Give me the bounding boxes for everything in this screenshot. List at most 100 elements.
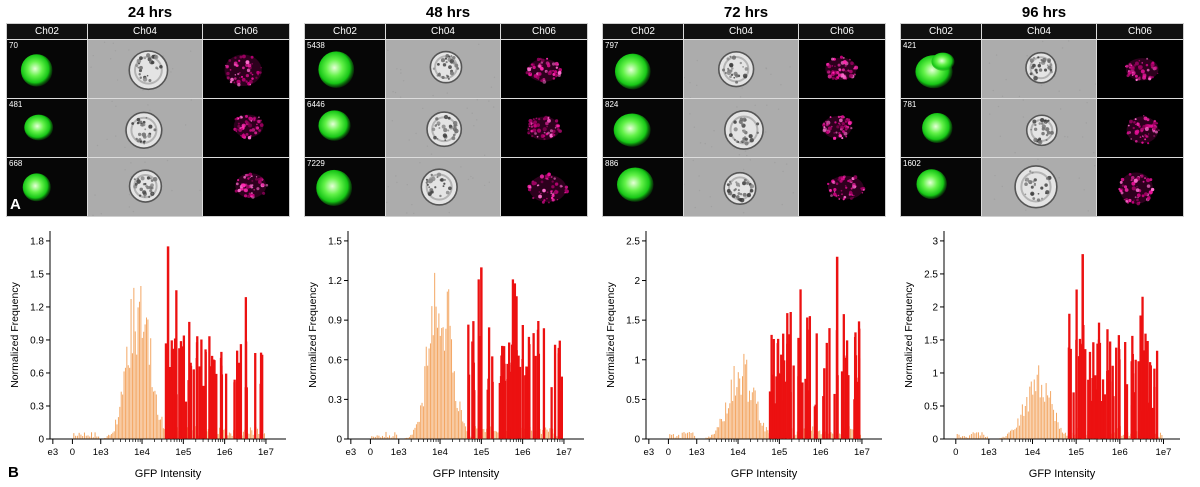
gfp-channel-image [7, 99, 87, 157]
gfp-cell-tile: 5438 [305, 40, 385, 98]
svg-text:1.2: 1.2 [30, 302, 44, 313]
svg-text:GFP Intensity: GFP Intensity [433, 468, 500, 480]
brightfield-channel-image [88, 158, 202, 216]
object-id: 886 [605, 159, 619, 168]
svg-text:0.9: 0.9 [30, 335, 44, 346]
marker-cell-tile [203, 99, 289, 157]
brightfield-cell-tile [684, 99, 798, 157]
object-id: 1602 [903, 159, 921, 168]
svg-text:1.5: 1.5 [30, 269, 44, 280]
svg-text:1e7: 1e7 [556, 447, 572, 458]
svg-text:1.2: 1.2 [328, 276, 342, 287]
brightfield-cell-tile [684, 40, 798, 98]
brightfield-channel-image [684, 40, 798, 98]
svg-text:1e4: 1e4 [1025, 447, 1041, 458]
object-id: 421 [903, 41, 917, 50]
brightfield-cell-tile [386, 99, 500, 157]
marker-channel-image [1097, 40, 1183, 98]
timepoint-title: 72 hrs [723, 4, 769, 21]
svg-text:0.9: 0.9 [328, 316, 342, 327]
svg-text:Normalized Frequency: Normalized Frequency [605, 281, 617, 387]
object-id: 797 [605, 41, 619, 50]
gfp-cell-tile: 797 [603, 40, 683, 98]
gfp-channel-image [901, 158, 981, 216]
marker-cell-tile [1097, 99, 1183, 157]
brightfield-channel-image [386, 99, 500, 157]
channel-header-ch04: Ch04 [88, 24, 202, 39]
svg-text:1e3: 1e3 [93, 447, 109, 458]
svg-text:3: 3 [932, 236, 938, 247]
brightfield-channel-image [88, 99, 202, 157]
gfp-intensity-histogram: 0 0.3 0.6 0.9 1.2 1.5 Normalized Frequency e3 0 1… [307, 231, 584, 480]
timepoint-group: 96 hrs Ch02 Ch04 Ch06 421 781 [900, 3, 1188, 483]
timepoint-group: 24 hrs Ch02 Ch04 Ch06 70 481 [6, 3, 294, 483]
svg-text:1e5: 1e5 [771, 447, 787, 458]
brightfield-channel-image [88, 40, 202, 98]
svg-text:1.5: 1.5 [626, 316, 640, 327]
gfp-channel-image [7, 40, 87, 98]
svg-text:e3: e3 [48, 447, 59, 458]
channel-header-ch02: Ch02 [7, 24, 87, 39]
object-id: 824 [605, 100, 619, 109]
svg-text:Normalized Frequency: Normalized Frequency [307, 281, 319, 387]
svg-text:1e6: 1e6 [515, 447, 531, 458]
panel-a-label: A [10, 196, 21, 213]
gfp-intensity-histogram: 0 0.5 1 1.5 2 2.5 3 Normalized Frequency 0 1e3 1e4… [903, 231, 1180, 480]
svg-text:1e3: 1e3 [391, 447, 407, 458]
svg-text:1e7: 1e7 [258, 447, 274, 458]
svg-text:1e5: 1e5 [1068, 447, 1084, 458]
gfp-channel-image [901, 99, 981, 157]
gfp-cell-tile: 6446 [305, 99, 385, 157]
svg-text:0.6: 0.6 [30, 368, 44, 379]
marker-cell-tile [203, 40, 289, 98]
svg-text:GFP Intensity: GFP Intensity [1029, 468, 1096, 480]
svg-text:1.8: 1.8 [30, 236, 44, 247]
gfp-intensity-histogram: 0 0.3 0.6 0.9 1.2 1.5 1.8 Normalized Frequency e… [9, 231, 286, 480]
marker-cell-tile [799, 99, 885, 157]
marker-channel-image [501, 158, 587, 216]
svg-text:1e7: 1e7 [854, 447, 870, 458]
gfp-cell-tile: 781 [901, 99, 981, 157]
svg-text:0: 0 [634, 435, 640, 446]
gfp-cell-tile: 886 [603, 158, 683, 216]
gfp-cell-tile: 481 [7, 99, 87, 157]
channel-header-ch04: Ch04 [684, 24, 798, 39]
brightfield-cell-tile [88, 99, 202, 157]
svg-text:0: 0 [38, 435, 44, 446]
brightfield-cell-tile [386, 40, 500, 98]
marker-channel-image [1097, 99, 1183, 157]
svg-text:0.5: 0.5 [626, 395, 640, 406]
marker-channel-image [501, 99, 587, 157]
object-id: 668 [9, 159, 23, 168]
svg-text:1: 1 [932, 368, 938, 379]
svg-text:GFP Intensity: GFP Intensity [135, 468, 202, 480]
object-id: 70 [9, 41, 18, 50]
svg-text:1e6: 1e6 [217, 447, 233, 458]
gfp-intensity-histogram: 0 0.5 1 1.5 2 2.5 Normalized Frequency e3 0 1e3 1e… [605, 231, 882, 480]
svg-text:e3: e3 [346, 447, 357, 458]
svg-text:1: 1 [634, 355, 640, 366]
gfp-cell-tile: 1602 [901, 158, 981, 216]
object-id: 5438 [307, 41, 325, 50]
channel-header-ch06: Ch06 [799, 24, 885, 39]
marker-cell-tile [501, 158, 587, 216]
gfp-channel-image [603, 40, 683, 98]
svg-text:2.5: 2.5 [626, 236, 640, 247]
svg-text:0.6: 0.6 [328, 355, 342, 366]
channel-header-ch06: Ch06 [203, 24, 289, 39]
brightfield-channel-image [386, 158, 500, 216]
marker-cell-tile [1097, 158, 1183, 216]
channel-header-ch04: Ch04 [386, 24, 500, 39]
marker-channel-image [799, 99, 885, 157]
svg-text:0: 0 [932, 435, 938, 446]
marker-cell-tile [203, 158, 289, 216]
svg-text:1e7: 1e7 [1156, 447, 1172, 458]
gfp-cell-tile: 421 [901, 40, 981, 98]
gfp-channel-image [603, 158, 683, 216]
cell-image-montage: Ch02 Ch04 Ch06 421 781 [900, 23, 1184, 217]
svg-text:1e3: 1e3 [981, 447, 997, 458]
svg-text:1e4: 1e4 [730, 447, 746, 458]
svg-text:0: 0 [666, 447, 671, 458]
